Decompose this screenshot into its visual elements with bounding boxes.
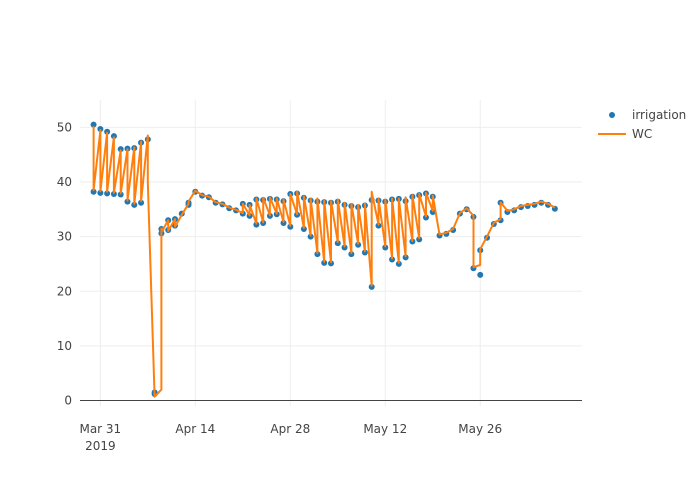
irrigation-point [117, 146, 124, 153]
irrigation-point [314, 251, 321, 258]
irrigation-point [90, 188, 97, 195]
irrigation-point [348, 251, 355, 258]
irrigation-point [368, 283, 375, 290]
series-irrigation [90, 121, 558, 397]
irrigation-point [429, 209, 436, 216]
legend-item-WC[interactable]: WC [598, 127, 652, 141]
irrigation-point [117, 191, 124, 198]
irrigation-point [124, 198, 131, 205]
irrigation-point [375, 222, 382, 229]
x-tick-label: May 26 [458, 422, 502, 436]
irrigation-point [334, 240, 341, 247]
x-tick-label: Apr 28 [270, 422, 310, 436]
irrigation-point [138, 199, 145, 206]
irrigation-point [416, 236, 423, 243]
y-tick-label: 30 [57, 230, 72, 244]
legend-label: WC [632, 127, 652, 141]
legend[interactable]: irrigation WC [598, 108, 686, 141]
irrigation-point [341, 244, 348, 251]
irrigation-point [300, 225, 307, 232]
legend-item-irrigation[interactable]: irrigation [609, 108, 686, 122]
irrigation-point [280, 219, 287, 226]
irrigation-point [307, 233, 314, 240]
irrigation-point [422, 214, 429, 221]
irrigation-point [131, 201, 138, 208]
irrigation-point [104, 190, 111, 197]
irrigation-point [287, 223, 294, 230]
x-tick-sublabel: 2019 [85, 439, 116, 453]
legend-label: irrigation [632, 108, 686, 122]
y-tick-label: 0 [64, 394, 72, 408]
legend-marker-icon [609, 112, 615, 118]
series-line-WC [92, 126, 556, 398]
y-tick-label: 40 [57, 175, 72, 189]
irrigation-point [97, 125, 104, 132]
irrigation-point [389, 256, 396, 263]
irrigation-point [361, 249, 368, 256]
irrigation-point [110, 190, 117, 197]
irrigation-point [382, 244, 389, 251]
irrigation-point [90, 121, 97, 128]
plot-area [90, 121, 558, 398]
irrigation-point [104, 128, 111, 135]
irrigation-point [321, 259, 328, 266]
irrigation-point [328, 260, 334, 267]
y-tick-label: 10 [57, 339, 72, 353]
irrigation-point [97, 189, 104, 196]
x-tick-label: Mar 31 [79, 422, 121, 436]
axes: 0 10 20 30 40 50 Mar 31 2019 Apr 14 Apr 28 May 12 M… [57, 120, 582, 453]
x-tick-label: May 12 [363, 422, 407, 436]
irrigation-point [395, 260, 402, 267]
irrigation-point [110, 133, 117, 140]
irrigation-point [253, 221, 260, 228]
irrigation-point [355, 241, 362, 248]
irrigation-point [402, 254, 409, 261]
y-tick-label: 50 [57, 120, 72, 134]
y-tick-label: 20 [57, 284, 72, 298]
x-tick-label: Apr 14 [175, 422, 215, 436]
irrigation-point [477, 271, 484, 278]
